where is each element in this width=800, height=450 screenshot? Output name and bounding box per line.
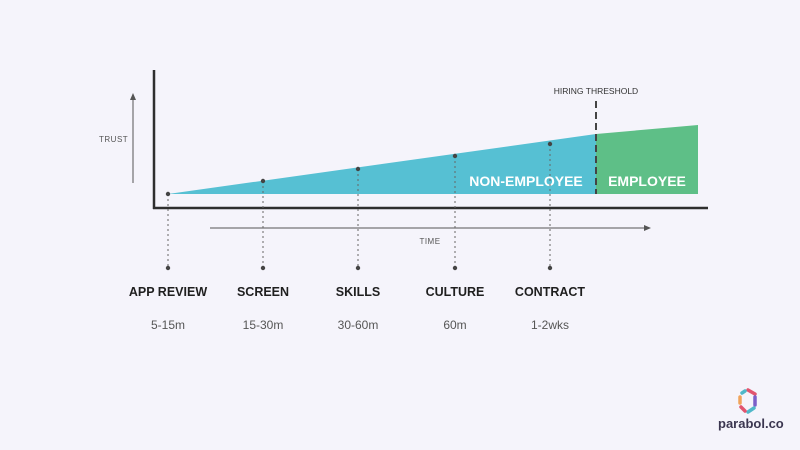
parabol-logo: parabol.co [718,388,784,438]
trust-label: TRUST [99,135,128,144]
non-employee-region [168,134,596,194]
hiring-threshold-label: HIRING THRESHOLD [554,86,638,96]
stage-name: APP REVIEW [129,285,207,299]
parabol-logo-icon [738,388,757,414]
stage-marker [547,141,553,271]
stage-name: SCREEN [237,285,289,299]
stage-marker [452,153,458,271]
employee-region [596,125,698,194]
stage-duration: 30-60m [338,318,379,332]
trust-arrowhead [130,93,136,100]
employee-label: EMPLOYEE [608,173,686,189]
stage-duration: 15-30m [243,318,284,332]
time-arrowhead [644,225,651,231]
time-label: TIME [419,237,440,246]
stage-name: CONTRACT [515,285,585,299]
non-employee-label: NON-EMPLOYEE [469,173,583,189]
stage-duration: 5-15m [151,318,185,332]
stage-marker [165,191,171,271]
stage-duration: 1-2wks [531,318,569,332]
brand-name: parabol.co [718,416,784,431]
stage-marker [355,166,361,271]
stage-marker [260,178,266,271]
stage-duration: 60m [443,318,466,332]
stage-name: SKILLS [336,285,380,299]
stage-name: CULTURE [426,285,485,299]
